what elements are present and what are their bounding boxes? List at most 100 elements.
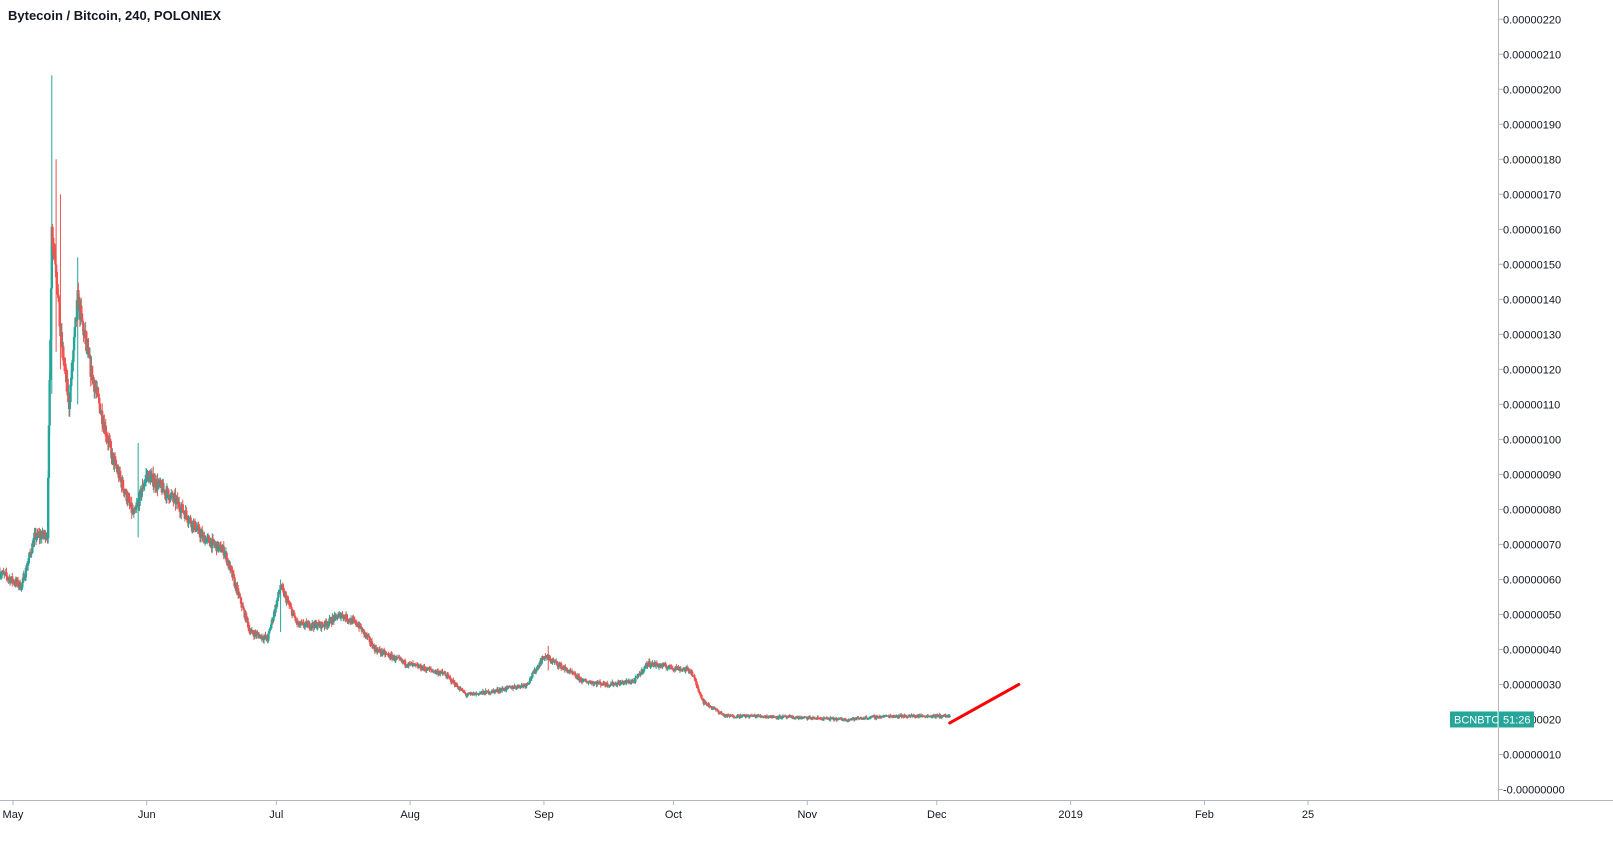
candle-body: [68, 402, 71, 410]
candle-body: [223, 553, 226, 556]
candle-body: [54, 254, 57, 265]
candle-body: [71, 361, 74, 363]
candle-body: [171, 493, 174, 498]
candle-body: [667, 666, 671, 668]
candle-body: [377, 649, 380, 651]
candle-body: [44, 531, 47, 540]
candle-body: [567, 671, 571, 673]
candle-body: [9, 579, 12, 583]
candle-body: [906, 717, 909, 719]
candle-body: [115, 465, 118, 469]
candle-body: [459, 688, 463, 691]
candle-body: [512, 688, 515, 690]
candle-body: [566, 670, 569, 673]
candle-body: [220, 551, 223, 553]
candle-body: [275, 600, 279, 607]
candle-body: [541, 656, 544, 660]
candle-body: [873, 715, 877, 719]
candle-body: [36, 532, 40, 536]
candle-body: [64, 366, 67, 369]
candle-body: [94, 387, 97, 390]
candle-body: [163, 489, 166, 495]
candle-body: [24, 567, 28, 578]
candle-body: [48, 379, 51, 426]
candle-body: [908, 715, 911, 717]
candle-body: [398, 657, 402, 660]
candle-body: [560, 663, 563, 669]
candle-body: [251, 629, 254, 633]
candle-body: [580, 678, 583, 682]
x-axis[interactable]: May Jun Jul Aug Sep Oct Nov Dec 2019 Feb 25: [3, 800, 1315, 821]
candle-body: [628, 680, 631, 684]
candle-body: [47, 477, 50, 539]
candle-body: [23, 577, 27, 580]
candle-body: [801, 717, 804, 719]
candle-body: [27, 557, 30, 563]
candle-body: [735, 717, 738, 719]
candle-body: [26, 562, 30, 566]
candle-body: [921, 715, 925, 717]
candle-body: [902, 716, 905, 718]
candle-body: [98, 403, 102, 414]
candle-body: [757, 714, 761, 716]
candle-body: [131, 509, 135, 515]
candle-body: [641, 669, 644, 673]
candle-body: [465, 694, 468, 696]
candle-body: [74, 317, 77, 328]
candle-body: [248, 628, 251, 633]
candle-body: [649, 665, 653, 667]
candle-body: [748, 716, 751, 718]
candle-body: [723, 714, 726, 717]
candle-body: [544, 657, 548, 659]
candle-body: [900, 714, 903, 718]
y-tick-label: 0.00000030: [1503, 679, 1561, 691]
candle-body: [63, 363, 66, 367]
trendline-drawing[interactable]: [948, 682, 1021, 725]
candle-body: [316, 622, 320, 627]
candle-body: [440, 671, 443, 673]
candle-body: [537, 665, 541, 669]
candle-body: [846, 720, 849, 722]
candle-body: [673, 668, 677, 670]
candle-body: [388, 654, 391, 658]
candle-body: [860, 718, 863, 720]
candle-body: [581, 679, 584, 683]
candle-body: [339, 615, 343, 619]
candle-body: [652, 665, 656, 667]
candle-body: [701, 698, 704, 700]
price-badge-layer: BCNBTC 51:26: [1450, 711, 1534, 728]
y-tick-label: 0.00000170: [1503, 189, 1561, 201]
candle-body: [767, 716, 771, 718]
candle-body: [557, 664, 561, 667]
candle-body: [716, 710, 720, 712]
candle-body: [578, 678, 582, 681]
candle-body: [299, 622, 302, 625]
candle-body: [20, 585, 23, 590]
candle-body: [26, 565, 29, 570]
candle-body: [642, 669, 646, 672]
candle-body: [205, 539, 208, 543]
candle-body: [435, 671, 438, 673]
candle-body: [583, 679, 587, 681]
candle-body: [320, 622, 323, 629]
candle-body: [888, 716, 891, 718]
candle-body: [484, 690, 487, 695]
candle-body: [686, 667, 690, 669]
candle-body: [80, 305, 83, 314]
y-tick-label: 0.00000220: [1503, 14, 1561, 26]
candle-body: [516, 686, 519, 688]
candle-body: [130, 502, 133, 513]
candle-body: [505, 686, 508, 691]
candle-body: [365, 634, 369, 638]
candle-body: [406, 665, 410, 667]
candle-body: [5, 572, 8, 576]
candle-body: [700, 694, 703, 699]
candle-body: [589, 681, 592, 684]
candle-body: [249, 632, 252, 634]
candle-body: [262, 637, 266, 641]
candle-body: [596, 681, 600, 684]
candle-body: [644, 665, 647, 667]
candle-body: [738, 717, 741, 719]
candle-body: [98, 397, 101, 404]
